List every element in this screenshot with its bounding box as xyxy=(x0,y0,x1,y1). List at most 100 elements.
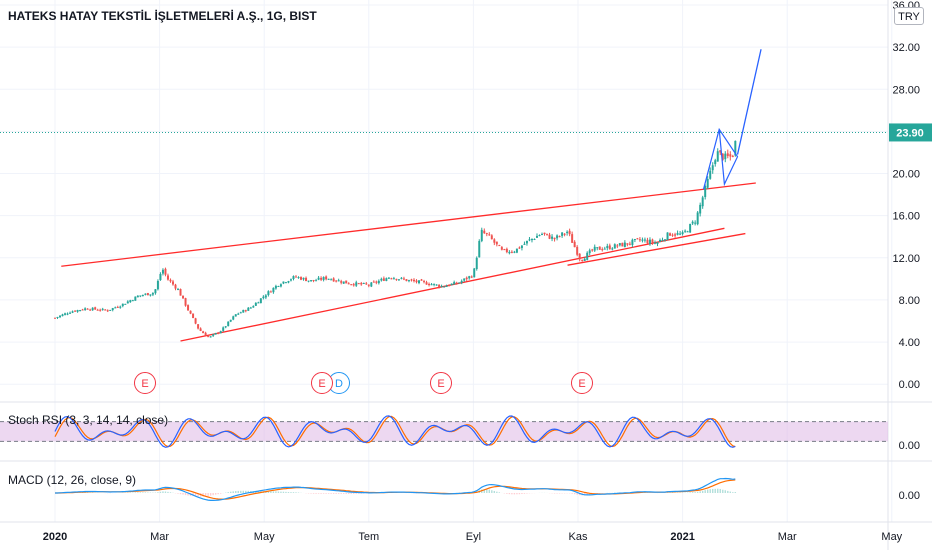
candle-body xyxy=(287,281,290,283)
earnings-event-marker[interactable]: E xyxy=(571,372,593,394)
candle-body xyxy=(405,279,408,282)
candle-body xyxy=(606,246,609,249)
candle-body xyxy=(111,308,114,310)
currency-badge[interactable]: TRY xyxy=(894,7,924,25)
projection-line xyxy=(736,49,762,155)
candle-body xyxy=(184,298,187,306)
candle-body xyxy=(453,282,456,285)
candle-body xyxy=(515,248,518,253)
candle-body xyxy=(307,280,310,282)
macd-lines xyxy=(55,477,737,501)
candle-body xyxy=(643,239,646,241)
candle-body xyxy=(64,313,67,315)
trendlines[interactable] xyxy=(61,182,756,342)
price-tick-label: 20.00 xyxy=(892,169,920,181)
candle-body xyxy=(392,278,395,280)
candle-body xyxy=(207,336,210,338)
candle-body xyxy=(525,240,528,244)
candle-body xyxy=(581,259,584,261)
candle-body xyxy=(335,280,338,282)
candle-body xyxy=(638,239,641,241)
macd-tick-label: 0.00 xyxy=(899,490,920,502)
candle-body xyxy=(179,289,182,296)
candle-body xyxy=(310,280,313,282)
candle-body xyxy=(551,236,554,239)
candle-body xyxy=(101,308,104,310)
time-tick-label: May xyxy=(881,531,902,543)
pattern-drawings[interactable] xyxy=(702,49,762,190)
candle-body xyxy=(694,222,697,224)
candle-body xyxy=(418,280,421,284)
earnings-event-marker[interactable]: E xyxy=(430,372,452,394)
candle-body xyxy=(222,327,225,331)
upper-trendline xyxy=(61,182,756,267)
earnings-event-marker[interactable]: E xyxy=(134,372,156,394)
candle-body xyxy=(330,279,333,281)
candle-body xyxy=(576,246,579,255)
candle-body xyxy=(621,242,624,247)
candle-body xyxy=(159,273,162,281)
candle-body xyxy=(500,247,503,250)
candle-body xyxy=(648,239,651,244)
candle-body xyxy=(177,289,180,291)
chart-title: HATEKS HATAY TEKSTİL İŞLETMELERİ A.Ş., 1… xyxy=(8,9,317,23)
candle-body xyxy=(94,307,97,310)
candle-body xyxy=(633,238,636,240)
candle-body xyxy=(322,277,325,280)
candle-body xyxy=(217,332,220,334)
candle-body xyxy=(272,287,275,293)
candle-body xyxy=(450,283,453,286)
event-label: D xyxy=(335,378,343,390)
candle-body xyxy=(473,268,476,278)
candle-body xyxy=(729,154,732,157)
dividend-event-marker[interactable]: D xyxy=(328,372,350,394)
candle-body xyxy=(681,232,684,235)
candle-body xyxy=(294,276,297,278)
candle-body xyxy=(312,279,315,281)
candle-body xyxy=(252,306,255,308)
candle-body xyxy=(242,309,245,313)
candle-body xyxy=(234,314,237,317)
candle-body xyxy=(689,223,692,233)
candle-body xyxy=(696,212,699,225)
candle-body xyxy=(244,310,247,312)
candle-body xyxy=(315,280,318,282)
candle-body xyxy=(377,280,380,284)
candle-body xyxy=(601,249,604,251)
events-layer[interactable]: E D E EE xyxy=(134,372,593,394)
candle-body xyxy=(274,285,277,289)
candle-body xyxy=(104,309,107,311)
candle-body xyxy=(463,278,466,281)
event-circle xyxy=(430,372,452,394)
candle-body xyxy=(81,309,84,311)
candle-body xyxy=(603,248,606,250)
candle-body xyxy=(317,277,320,280)
candle-body xyxy=(503,249,506,251)
candle-body xyxy=(686,231,689,233)
pennant-pattern xyxy=(702,127,739,190)
candle-body xyxy=(591,249,594,251)
candle-body xyxy=(54,317,56,319)
candle-body xyxy=(365,283,368,285)
time-tick-label: Mar xyxy=(778,531,797,543)
candle-body xyxy=(76,310,79,312)
candle-body xyxy=(395,278,398,280)
earnings-event-marker[interactable]: E xyxy=(311,372,333,394)
candle-body xyxy=(347,283,350,285)
price-tick-label: 12.00 xyxy=(892,253,920,265)
candle-body xyxy=(593,246,596,251)
candle-body xyxy=(721,153,724,160)
candle-body xyxy=(505,248,508,253)
candle-body xyxy=(455,282,458,284)
price-tick-label: 32.00 xyxy=(892,42,920,54)
candle-body xyxy=(264,295,267,298)
event-circle xyxy=(571,372,593,394)
candle-body xyxy=(232,316,235,320)
candle-body xyxy=(259,298,262,304)
candle-body xyxy=(279,284,282,287)
grid-layer xyxy=(0,0,893,522)
axes-layer[interactable]: 0.004.008.0012.0016.0020.0024.0028.0032.… xyxy=(43,0,932,543)
candle-body xyxy=(367,284,370,286)
